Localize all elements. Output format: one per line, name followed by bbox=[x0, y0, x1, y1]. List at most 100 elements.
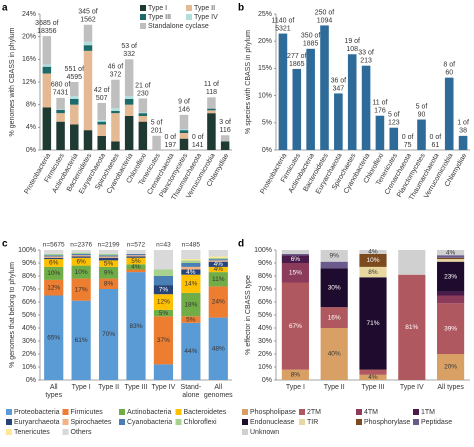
bar-label: 4595 bbox=[66, 74, 82, 81]
bar-segment bbox=[153, 250, 174, 270]
y-tick-label: 40% bbox=[22, 325, 36, 332]
legend-label: 1TM bbox=[421, 409, 435, 416]
bar bbox=[347, 54, 357, 151]
bar-segment bbox=[42, 64, 52, 67]
bar-label: 118 bbox=[206, 89, 217, 96]
bar-label: 42 of bbox=[94, 87, 110, 94]
x-tick-label: All bbox=[50, 384, 58, 391]
x-tick-label: Type III bbox=[362, 384, 385, 391]
value-label: 10% bbox=[47, 270, 60, 277]
bar-segment bbox=[208, 266, 228, 273]
bar-label: 3 of bbox=[219, 119, 231, 126]
bar-segment bbox=[153, 309, 174, 317]
value-label: 8% bbox=[104, 281, 114, 288]
legend-swatch bbox=[175, 409, 182, 415]
legend-swatch bbox=[140, 14, 146, 20]
legend-label: Type IV bbox=[194, 14, 218, 21]
bar-label: 197 bbox=[164, 142, 176, 149]
legend-swatch bbox=[186, 5, 192, 11]
y-tick-label: 30% bbox=[258, 338, 272, 345]
bar-segment bbox=[220, 135, 230, 142]
n-label: n=485 bbox=[182, 242, 201, 249]
y-tick-label: 25% bbox=[258, 11, 272, 18]
bar-segment bbox=[42, 107, 52, 150]
bar-segment bbox=[44, 266, 64, 280]
bar-segment bbox=[153, 294, 174, 310]
bar-label: 1 of bbox=[457, 120, 469, 127]
bar-segment bbox=[181, 250, 201, 260]
bar-label: 277 of bbox=[287, 53, 307, 60]
bar-label: 350 of bbox=[301, 33, 321, 40]
bar-segment bbox=[437, 261, 465, 292]
value-label: 16% bbox=[328, 314, 341, 321]
bar-segment bbox=[320, 261, 348, 269]
bar-segment bbox=[359, 374, 387, 380]
bar-segment bbox=[179, 130, 189, 133]
bar-label: 507 bbox=[96, 95, 108, 102]
value-label: 24% bbox=[212, 299, 225, 306]
bar-label: 345 of bbox=[78, 9, 98, 16]
bar-segment bbox=[83, 130, 93, 150]
y-tick-label: 20% bbox=[258, 351, 272, 358]
n-label: n=43 bbox=[156, 242, 171, 249]
bar-segment bbox=[181, 316, 201, 323]
bar-segment bbox=[179, 138, 189, 150]
legend-label: Type II bbox=[194, 5, 215, 12]
y-tick-label: 10% bbox=[258, 92, 272, 99]
bar-label: 5321 bbox=[275, 25, 291, 32]
x-tick-label: All bbox=[214, 384, 222, 391]
bar-segment bbox=[320, 328, 348, 380]
bar-label: 60 bbox=[445, 69, 453, 76]
value-label: 6% bbox=[76, 258, 86, 265]
bar-segment bbox=[320, 307, 348, 328]
bar-segment bbox=[320, 250, 348, 262]
bar-segment bbox=[359, 250, 387, 254]
bar-segment bbox=[208, 261, 228, 267]
y-tick-label: 60% bbox=[258, 299, 272, 306]
bar-segment bbox=[42, 73, 52, 108]
bar-segment bbox=[437, 303, 465, 354]
value-label: 5% bbox=[159, 310, 169, 317]
bar-segment bbox=[97, 102, 106, 120]
bar-segment bbox=[437, 259, 465, 262]
bar bbox=[320, 25, 329, 151]
legend-label: Bacteroidetes bbox=[184, 409, 227, 416]
bar-segment bbox=[44, 279, 64, 296]
value-label: 12% bbox=[47, 284, 60, 291]
legend-label: Standalone cyclase bbox=[148, 23, 209, 30]
legend-swatch bbox=[186, 14, 192, 20]
bar-segment bbox=[124, 104, 134, 116]
bar-segment bbox=[70, 82, 79, 97]
bar-segment bbox=[126, 250, 146, 254]
bar-segment bbox=[153, 316, 174, 365]
value-label: 70% bbox=[102, 331, 115, 338]
y-tick-label: 10% bbox=[22, 364, 36, 371]
value-label: 12% bbox=[157, 299, 170, 306]
value-label: 30% bbox=[328, 284, 341, 291]
bar-segment bbox=[97, 135, 106, 150]
value-label: 4% bbox=[214, 261, 224, 268]
bar-label: 141 bbox=[192, 142, 204, 149]
bar-label: 116 bbox=[220, 127, 231, 134]
value-label: 39% bbox=[444, 325, 457, 332]
bar bbox=[375, 115, 385, 150]
bar-segment bbox=[153, 269, 174, 276]
bar-segment bbox=[71, 253, 91, 256]
panel-label: a bbox=[2, 3, 8, 14]
y-tick-label: 80% bbox=[22, 273, 36, 280]
x-tick-label: Type II bbox=[98, 384, 119, 391]
value-label: 83% bbox=[129, 323, 142, 330]
bar-segment bbox=[98, 266, 119, 279]
y-tick-label: 40% bbox=[258, 325, 272, 332]
bar-segment bbox=[359, 369, 387, 375]
value-label: 10% bbox=[75, 269, 88, 276]
bar-segment bbox=[437, 354, 465, 380]
bar-segment bbox=[70, 96, 79, 99]
bar-label: 7431 bbox=[53, 90, 69, 97]
y-tick-label: 8% bbox=[26, 102, 36, 109]
bar-segment bbox=[138, 113, 148, 116]
bar-label: 108 bbox=[346, 46, 358, 53]
x-tick-label: Type I bbox=[72, 384, 91, 391]
bar-segment bbox=[56, 109, 65, 110]
bar-segment bbox=[71, 250, 91, 253]
